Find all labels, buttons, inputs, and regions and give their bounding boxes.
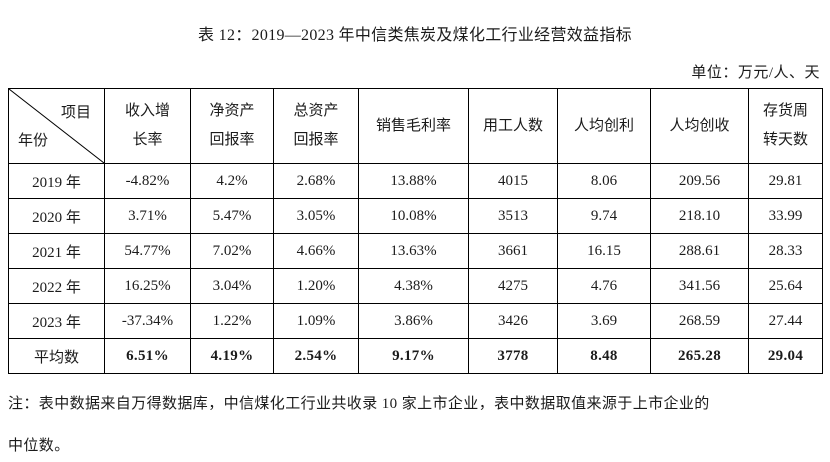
row-label: 2020 年 xyxy=(8,198,105,234)
diagonal-divider-icon xyxy=(9,89,104,163)
corner-label-year: 年份 xyxy=(18,133,49,149)
table-cell: 3778 xyxy=(468,338,558,374)
table-row-2019: 2019 年 -4.82% 4.2% 2.68% 13.88% 4015 8.0… xyxy=(8,163,823,199)
table-cell: 3.05% xyxy=(273,198,359,234)
table-cell: 1.22% xyxy=(190,303,274,339)
row-label: 2023 年 xyxy=(8,303,105,339)
table-cell: 4275 xyxy=(468,268,558,304)
table-cell: 13.88% xyxy=(358,163,469,199)
col-header-roa: 总资产 回报率 xyxy=(273,88,359,164)
table-row-2023: 2023 年 -37.34% 1.22% 1.09% 3.86% 3426 3.… xyxy=(8,303,823,339)
table-cell: 25.64 xyxy=(748,268,823,304)
table-cell: -37.34% xyxy=(104,303,191,339)
table-cell: 33.99 xyxy=(748,198,823,234)
table-row-2020: 2020 年 3.71% 5.47% 3.05% 10.08% 3513 9.7… xyxy=(8,198,823,234)
col-header-roe: 净资产 回报率 xyxy=(190,88,274,164)
table-cell: 4.66% xyxy=(273,233,359,269)
table-cell: 4.19% xyxy=(190,338,274,374)
table-cell: 265.28 xyxy=(650,338,749,374)
col-header-revenue-per-capita: 人均创收 xyxy=(650,88,749,164)
table-cell: 341.56 xyxy=(650,268,749,304)
table-cell: 4015 xyxy=(468,163,558,199)
table-cell: 29.04 xyxy=(748,338,823,374)
table-cell: 29.81 xyxy=(748,163,823,199)
table-cell: 3661 xyxy=(468,233,558,269)
table-cell: 2.68% xyxy=(273,163,359,199)
table-cell: 3.71% xyxy=(104,198,191,234)
table-cell: 268.59 xyxy=(650,303,749,339)
table-cell: 1.20% xyxy=(273,268,359,304)
corner-label-project: 项目 xyxy=(60,105,91,121)
table-cell: 1.09% xyxy=(273,303,359,339)
table-cell: 8.48 xyxy=(557,338,651,374)
table-cell: 9.17% xyxy=(358,338,469,374)
table-row-2021: 2021 年 54.77% 7.02% 4.66% 13.63% 3661 16… xyxy=(8,233,823,269)
table-cell: 4.76 xyxy=(557,268,651,304)
table-cell: 16.25% xyxy=(104,268,191,304)
corner-header-cell: 项目 年份 xyxy=(8,88,105,164)
col-header-gross-margin: 销售毛利率 xyxy=(358,88,469,164)
row-label: 2022 年 xyxy=(8,268,105,304)
table-row-2022: 2022 年 16.25% 3.04% 1.20% 4.38% 4275 4.7… xyxy=(8,268,823,304)
table-cell: 10.08% xyxy=(358,198,469,234)
table-cell: 3.69 xyxy=(557,303,651,339)
table-cell: 27.44 xyxy=(748,303,823,339)
table-cell: 13.63% xyxy=(358,233,469,269)
col-header-inventory-days: 存货周 转天数 xyxy=(748,88,823,164)
row-label: 2021 年 xyxy=(8,233,105,269)
table-cell: 9.74 xyxy=(557,198,651,234)
col-header-profit-per-capita: 人均创利 xyxy=(557,88,651,164)
row-label: 平均数 xyxy=(8,338,105,374)
table-cell: 3426 xyxy=(468,303,558,339)
row-label: 2019 年 xyxy=(8,163,105,199)
table-cell: 3.04% xyxy=(190,268,274,304)
indicator-table: 项目 年份 收入增 长率 净资产 回报率 总资产 回报率 销售毛利率 用工人数 … xyxy=(8,88,823,374)
table-cell: 16.15 xyxy=(557,233,651,269)
table-cell: -4.82% xyxy=(104,163,191,199)
table-row-average: 平均数 6.51% 4.19% 2.54% 9.17% 3778 8.48 26… xyxy=(8,338,823,374)
col-header-employees: 用工人数 xyxy=(468,88,558,164)
table-cell: 28.33 xyxy=(748,233,823,269)
footnote: 注：表中数据来自万得数据库，中信煤化工行业共收录 10 家上市企业，表中数据取值… xyxy=(8,396,710,454)
table-cell: 3513 xyxy=(468,198,558,234)
unit-label: 单位：万元/人、天 xyxy=(691,65,820,81)
table-cell: 2.54% xyxy=(273,338,359,374)
table-cell: 209.56 xyxy=(650,163,749,199)
table-cell: 288.61 xyxy=(650,233,749,269)
table-cell: 218.10 xyxy=(650,198,749,234)
table-cell: 4.38% xyxy=(358,268,469,304)
table-cell: 54.77% xyxy=(104,233,191,269)
table-cell: 6.51% xyxy=(104,338,191,374)
table-cell: 5.47% xyxy=(190,198,274,234)
table-cell: 8.06 xyxy=(557,163,651,199)
table-cell: 3.86% xyxy=(358,303,469,339)
table-title: 表 12：2019—2023 年中信类焦炭及煤化工行业经营效益指标 xyxy=(198,27,632,44)
table-cell: 7.02% xyxy=(190,233,274,269)
header-row: 项目 年份 收入增 长率 净资产 回报率 总资产 回报率 销售毛利率 用工人数 … xyxy=(8,88,823,164)
table-cell: 4.2% xyxy=(190,163,274,199)
col-header-revenue-growth: 收入增 长率 xyxy=(104,88,191,164)
